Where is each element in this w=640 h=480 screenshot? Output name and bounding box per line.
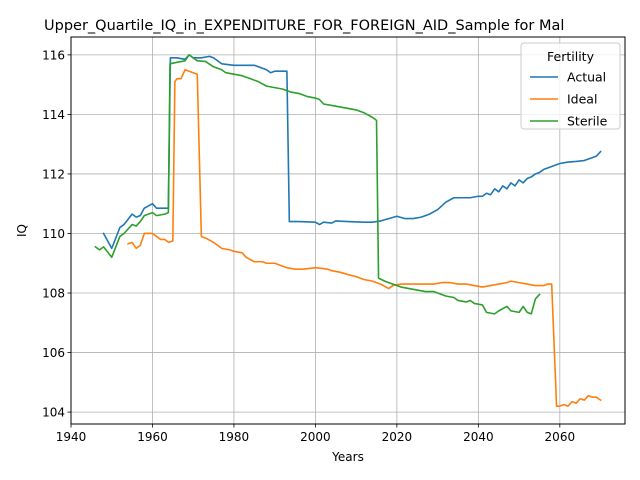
series-line-actual [102, 54, 602, 250]
y-tick-label: 106 [42, 346, 65, 360]
legend-title: Fertility [547, 49, 595, 64]
series-line-ideal [127, 68, 602, 407]
y-tick-label: 110 [42, 227, 65, 241]
legend-box [520, 42, 621, 130]
y-tick-label: 116 [42, 48, 65, 62]
legend-entries: Actual Ideal Sterile [530, 70, 608, 129]
x-tick-label: 2040 [463, 430, 494, 444]
y-tick-label: 114 [42, 108, 65, 122]
x-tick-label: 2060 [545, 430, 576, 444]
plot-frame [70, 36, 626, 425]
legend: Fertility Actual Ideal Sterile [520, 42, 621, 130]
series-lines [94, 54, 602, 407]
x-tick-label: 1980 [219, 430, 250, 444]
x-tick-label: 2000 [300, 430, 331, 444]
x-axis-label: Years [331, 450, 364, 464]
y-axis-label: IQ [15, 224, 29, 237]
legend-label-ideal: Ideal [567, 92, 597, 107]
chart-title: Upper_Quartile_IQ_in_EXPENDITURE_FOR_FOR… [44, 18, 564, 34]
y-tick-label: 112 [42, 167, 65, 181]
legend-label-sterile: Sterile [567, 114, 608, 129]
x-tick-label: 2020 [382, 430, 413, 444]
y-tick-label: 104 [42, 406, 65, 420]
x-tick-label: 1960 [137, 430, 168, 444]
x-tick-label: 1940 [56, 430, 87, 444]
legend-label-actual: Actual [567, 70, 606, 85]
y-tick-label: 108 [42, 287, 65, 301]
axis-ticks: 1940 1960 1980 2000 2020 2040 2060 104 106 108 110… [42, 48, 575, 444]
series-line-sterile [94, 54, 541, 315]
grid-lines [70, 37, 625, 424]
